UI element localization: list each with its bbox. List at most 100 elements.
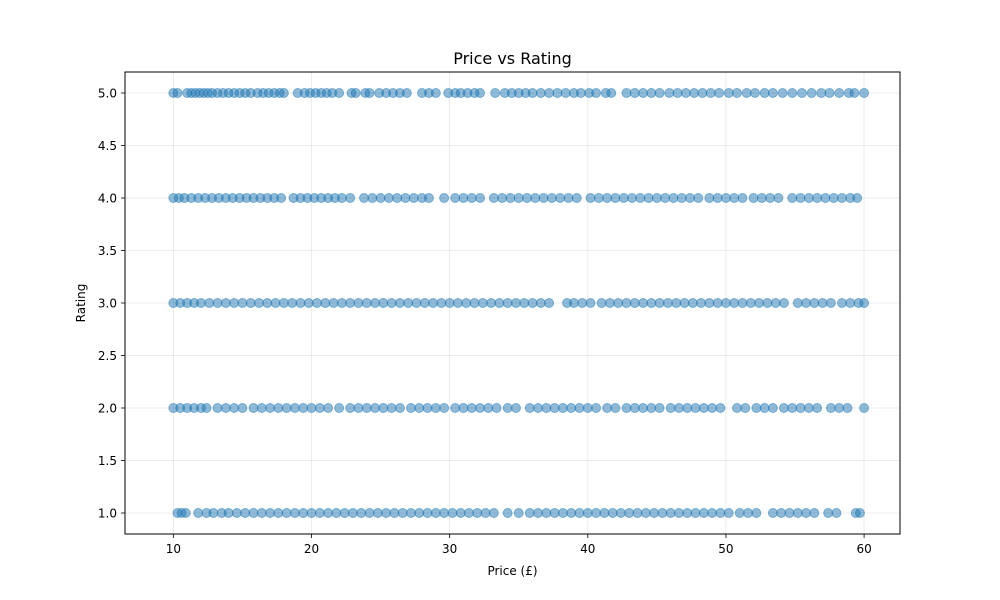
scatter-point bbox=[488, 193, 499, 203]
scatter-point bbox=[585, 298, 596, 308]
scatter-point bbox=[795, 193, 806, 203]
scatter-point bbox=[328, 298, 339, 308]
scatter-point bbox=[439, 508, 450, 518]
scatter-point bbox=[646, 88, 657, 98]
scatter-point bbox=[256, 403, 267, 413]
scatter-point bbox=[685, 193, 696, 203]
scatter-point bbox=[497, 193, 508, 203]
scatter-point bbox=[533, 508, 544, 518]
scatter-point bbox=[591, 88, 602, 98]
scatter-point bbox=[845, 298, 856, 308]
scatter-point bbox=[524, 508, 535, 518]
scatter-point bbox=[306, 403, 317, 413]
scatter-point bbox=[615, 508, 626, 518]
scatter-point bbox=[629, 298, 640, 308]
scatter-point bbox=[383, 193, 394, 203]
scatter-point bbox=[654, 88, 665, 98]
scatter-point bbox=[737, 298, 748, 308]
scatter-point bbox=[687, 298, 698, 308]
scatter-point bbox=[204, 298, 215, 308]
scatter-point bbox=[549, 508, 560, 518]
scatter-point bbox=[712, 193, 723, 203]
x-tick-label: 20 bbox=[304, 542, 319, 556]
scatter-point bbox=[524, 403, 535, 413]
x-tick-label: 40 bbox=[580, 542, 595, 556]
scatter-point bbox=[657, 508, 668, 518]
scatter-point bbox=[560, 88, 571, 98]
scatter-point bbox=[439, 403, 450, 413]
scatter-point bbox=[522, 193, 533, 203]
scatter-point bbox=[809, 508, 820, 518]
scatter-point bbox=[502, 403, 513, 413]
scatter-point bbox=[825, 403, 836, 413]
y-tick-label: 2.5 bbox=[98, 349, 117, 363]
scatter-point bbox=[298, 508, 309, 518]
scatter-point bbox=[428, 298, 439, 308]
scatter-point bbox=[237, 298, 248, 308]
scatter-point bbox=[281, 403, 292, 413]
scatter-point bbox=[624, 508, 635, 518]
scatter-point bbox=[566, 403, 577, 413]
scatter-point bbox=[654, 298, 665, 308]
scatter-point bbox=[372, 508, 383, 518]
scatter-point bbox=[638, 88, 649, 98]
scatter-point bbox=[502, 298, 513, 308]
scatter-point bbox=[817, 298, 828, 308]
scatter-point bbox=[212, 298, 223, 308]
scatter-point bbox=[447, 508, 458, 518]
scatter-point bbox=[671, 298, 682, 308]
scatter-point bbox=[430, 403, 441, 413]
y-tick-label: 1.0 bbox=[98, 507, 117, 521]
scatter-point bbox=[270, 298, 281, 308]
scatter-point bbox=[475, 193, 486, 203]
scatter-point bbox=[287, 298, 298, 308]
scatter-point bbox=[607, 508, 618, 518]
scatter-point bbox=[430, 88, 441, 98]
scatter-point bbox=[245, 298, 256, 308]
scatter-point bbox=[776, 508, 787, 518]
scatter-point bbox=[751, 508, 762, 518]
scatter-point bbox=[834, 403, 845, 413]
scatter-point bbox=[654, 403, 665, 413]
scatter-point bbox=[312, 298, 323, 308]
scatter-point bbox=[575, 88, 586, 98]
scatter-point bbox=[466, 193, 477, 203]
y-tick-label: 3.5 bbox=[98, 244, 117, 258]
scatter-point bbox=[705, 88, 716, 98]
scatter-point bbox=[220, 403, 231, 413]
scatter-point bbox=[593, 193, 604, 203]
scatter-point bbox=[859, 298, 870, 308]
scatter-point bbox=[334, 88, 345, 98]
scatter-point bbox=[450, 193, 461, 203]
scatter-point bbox=[276, 193, 287, 203]
scatter-point bbox=[759, 403, 770, 413]
x-axis-label: Price (£) bbox=[487, 564, 537, 578]
scatter-point bbox=[574, 508, 585, 518]
scatter-point bbox=[510, 298, 521, 308]
scatter-point bbox=[423, 193, 434, 203]
scatter-point bbox=[606, 88, 617, 98]
scatter-point bbox=[662, 298, 673, 308]
scatter-point bbox=[743, 508, 754, 518]
scatter-point bbox=[477, 298, 488, 308]
scatter-point bbox=[741, 88, 752, 98]
scatter-point bbox=[682, 403, 693, 413]
scatter-point bbox=[208, 508, 219, 518]
scatter-point bbox=[193, 508, 204, 518]
scatter-point bbox=[555, 193, 566, 203]
scatter-point bbox=[513, 193, 524, 203]
scatter-point bbox=[262, 298, 273, 308]
scatter-point bbox=[796, 88, 807, 98]
scatter-point bbox=[591, 403, 602, 413]
scatter-point bbox=[265, 508, 276, 518]
scatter-point bbox=[378, 403, 389, 413]
scatter-point bbox=[414, 508, 425, 518]
scatter-point bbox=[527, 88, 538, 98]
scatter-point bbox=[195, 298, 206, 308]
x-tick-label: 30 bbox=[442, 542, 457, 556]
scatter-point bbox=[767, 88, 778, 98]
scatter-point bbox=[765, 193, 776, 203]
scatter-point bbox=[812, 403, 823, 413]
scatter-point bbox=[723, 88, 734, 98]
scatter-point bbox=[610, 403, 621, 413]
